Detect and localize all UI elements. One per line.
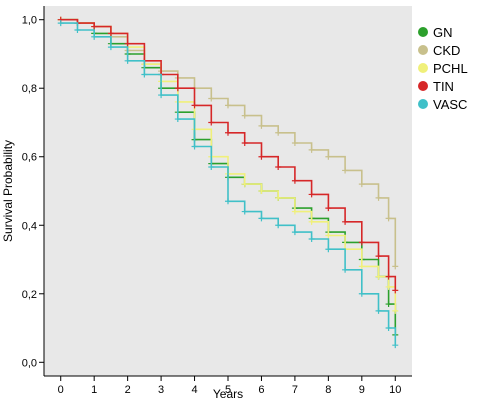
censor-mark-ckd: [208, 95, 215, 102]
censor-mark-vasc: [191, 143, 198, 150]
legend-label-gn: GN: [433, 25, 453, 40]
y-tick-label: 0,6: [22, 152, 37, 164]
censor-mark-vasc: [74, 26, 81, 33]
censor-mark-tin: [191, 102, 198, 109]
censor-mark-vasc: [291, 229, 298, 236]
censor-mark-pchl: [241, 181, 248, 188]
censor-mark-tin: [208, 119, 215, 126]
legend-marker-pchl: [418, 63, 428, 73]
censor-mark-tin: [275, 164, 282, 171]
y-tick-label: 0,0: [22, 357, 37, 369]
legend-label-vasc: VASC: [433, 97, 467, 112]
censor-mark-ckd: [275, 129, 282, 136]
censor-mark-vasc: [375, 307, 382, 314]
censor-mark-tin: [258, 153, 265, 160]
censor-mark-tin: [385, 273, 392, 280]
y-tick-label: 0,8: [22, 83, 37, 95]
censor-mark-vasc: [275, 222, 282, 229]
x-tick-label: 10: [389, 384, 401, 396]
x-tick-label: 0: [58, 384, 64, 396]
censor-mark-pchl: [291, 208, 298, 215]
censor-mark-tin: [107, 30, 114, 37]
censor-mark-tin: [225, 129, 231, 136]
censor-mark-vasc: [358, 290, 365, 297]
y-tick-label: 0,2: [22, 289, 37, 301]
legend-marker-tin: [418, 81, 428, 91]
x-tick-label: 3: [158, 384, 164, 396]
censor-mark-tin: [342, 218, 349, 225]
censor-mark-tin: [291, 177, 298, 184]
censor-mark-vasc: [124, 57, 131, 64]
censor-mark-ckd: [358, 181, 365, 188]
censor-mark-ckd: [385, 215, 392, 222]
legend-label-ckd: CKD: [433, 43, 460, 58]
legend-label-pchl: PCHL: [433, 61, 468, 76]
censor-mark-ckd: [291, 140, 298, 147]
censor-mark-tin: [308, 191, 315, 198]
x-tick-label: 7: [292, 384, 298, 396]
x-tick-label: 5: [225, 384, 231, 396]
censor-mark-vasc: [57, 20, 64, 27]
censor-mark-vasc: [225, 198, 231, 205]
x-tick-label: 9: [359, 384, 365, 396]
censor-mark-ckd: [392, 263, 399, 270]
y-tick-label: 0,4: [22, 220, 37, 232]
ticks-layer: 0 1 2 3 4 5 6 7 8 9 10 0,0 0,2 0,4 0,6 0,8 1,0: [22, 15, 402, 396]
censor-mark-tin: [124, 40, 131, 47]
censor-mark-ckd: [308, 146, 315, 153]
censor-mark-ckd: [241, 112, 248, 119]
censor-mark-vasc: [308, 235, 315, 242]
censor-mark-tin: [375, 253, 382, 260]
x-tick-label: 8: [325, 384, 331, 396]
censor-mark-vasc: [258, 215, 265, 222]
y-tick-label: 1,0: [22, 15, 37, 27]
censor-mark-vasc: [107, 44, 114, 51]
legend-label-tin: TIN: [433, 79, 454, 94]
censor-mark-pchl: [258, 188, 265, 194]
censor-mark-vasc: [325, 246, 332, 253]
censor-mark-pchl: [375, 273, 382, 280]
censor-mark-pchl: [325, 232, 332, 239]
censor-mark-tin: [325, 205, 332, 212]
series-line-tin: [60, 18, 397, 291]
censor-mark-vasc: [158, 92, 165, 99]
censor-mark-tin: [91, 23, 98, 30]
x-axis-title: Years: [213, 387, 243, 401]
censor-mark-vasc: [141, 71, 148, 78]
x-tick-label: 6: [258, 384, 264, 396]
censor-mark-vasc: [208, 164, 215, 171]
censor-mark-vasc: [241, 208, 248, 215]
censor-mark-vasc: [385, 325, 392, 332]
censor-mark-pchl: [385, 283, 392, 290]
censor-mark-tin: [241, 140, 248, 147]
legend-marker-gn: [418, 27, 428, 37]
legend: GN CKD PCHL TIN VASC: [418, 25, 468, 112]
censor-mark-vasc: [174, 116, 181, 123]
censor-mark-tin: [174, 85, 181, 92]
censor-mark-pchl: [275, 194, 282, 201]
x-tick-label: 2: [125, 384, 131, 396]
y-axis-title: Survival Probability: [1, 140, 15, 242]
legend-marker-vasc: [418, 99, 428, 109]
censor-mark-ckd: [325, 153, 332, 160]
censor-mark-ckd: [375, 194, 382, 201]
curves-layer: [57, 16, 399, 349]
censor-mark-vasc: [342, 266, 349, 273]
series-line-vasc: [60, 22, 397, 346]
censor-mark-vasc: [392, 342, 399, 349]
censor-mark-ckd: [342, 167, 349, 174]
censor-mark-gn: [385, 301, 392, 308]
censor-mark-ckd: [258, 122, 265, 129]
x-tick-label: 1: [91, 384, 97, 396]
censor-mark-tin: [392, 287, 399, 294]
censor-mark-pchl: [308, 218, 315, 225]
censor-mark-tin: [358, 239, 365, 246]
censor-mark-pchl: [392, 307, 399, 314]
legend-marker-ckd: [418, 45, 428, 55]
censor-mark-ckd: [225, 102, 231, 109]
censor-mark-vasc: [91, 33, 98, 40]
censor-mark-pchl: [358, 263, 365, 270]
x-tick-label: 4: [191, 384, 197, 396]
